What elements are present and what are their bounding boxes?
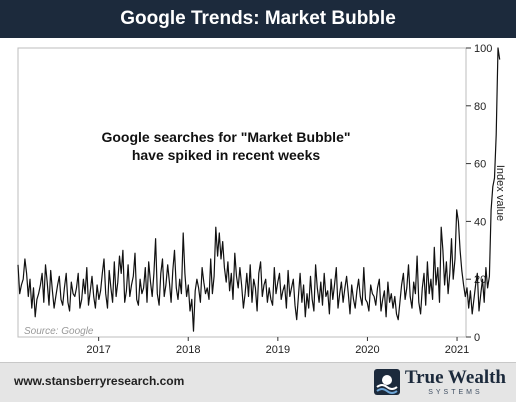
x-tick-label: 2019 [266, 344, 290, 356]
logo-subtitle: SYSTEMS [428, 389, 483, 396]
y-tick-label: 100 [474, 43, 492, 55]
footer: www.stansberryresearch.com True Wealth S… [0, 362, 516, 402]
y-tick-label: 60 [474, 159, 486, 171]
y-axis-label: Index value [494, 165, 506, 221]
source-label: Source: Google [24, 326, 94, 337]
logo-name: True Wealth [404, 367, 506, 388]
x-tick-label: 2017 [86, 344, 110, 356]
website-url[interactable]: www.stansberryresearch.com [14, 374, 185, 388]
annotation-line-2: have spiked in recent weeks [132, 147, 321, 163]
x-axis: 2017 2018 2019 2020 2021 [86, 337, 469, 356]
chart-title: Google Trends: Market Bubble [120, 8, 396, 29]
y-tick-label: 0 [474, 332, 480, 344]
true-wealth-logo: True Wealth SYSTEMS [373, 366, 506, 398]
annotation-line-1: Google searches for "Market Bubble" [101, 129, 350, 145]
x-tick-label: 2020 [355, 344, 379, 356]
x-tick-label: 2018 [176, 344, 200, 356]
y-tick-label: 40 [474, 216, 486, 228]
x-tick-label: 2021 [445, 344, 469, 356]
title-bar: Google Trends: Market Bubble [0, 0, 516, 38]
sun-wave-logo-icon [373, 369, 400, 395]
y-tick-label: 80 [474, 101, 486, 113]
series-line-market-bubble [17, 47, 501, 332]
